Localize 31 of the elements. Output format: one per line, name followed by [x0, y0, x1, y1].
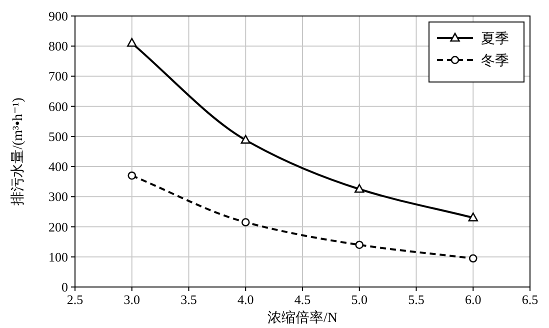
point [127, 38, 137, 47]
point [468, 254, 478, 263]
x-axis-title: 浓缩倍率/N [268, 310, 338, 326]
y-tick-label: 300 [48, 189, 68, 204]
x-tick-label: 6.5 [522, 292, 538, 307]
x-tick-label: 4.5 [294, 292, 311, 307]
y-tick-label: 0 [62, 280, 68, 294]
y-tick-label: 600 [48, 98, 68, 114]
y-tick-label: 800 [48, 38, 68, 54]
x-tick-label: 3.0 [124, 292, 140, 307]
x-tick-label: 3.5 [180, 292, 197, 307]
x-tick-label: 6.0 [465, 292, 482, 307]
y-tick-label: 700 [48, 68, 68, 84]
point [468, 212, 478, 222]
x-tick-label: 4.0 [238, 292, 254, 307]
y-tick-label: 200 [48, 219, 68, 234]
y-tick-label: 900 [48, 8, 68, 24]
point [355, 240, 364, 249]
point [128, 171, 136, 180]
point [354, 184, 364, 193]
legend-label: 冬季 [481, 53, 509, 69]
legend-label: 夏季 [481, 31, 509, 47]
x-tick-label: 5.0 [351, 292, 368, 307]
point [241, 218, 250, 226]
x-tick-label: 5.5 [408, 292, 424, 307]
x-tick-label: 2.5 [66, 292, 84, 307]
y-tick-label: 100 [48, 249, 68, 264]
y-axis-title: 排污水量/(m³•h⁻¹) [10, 97, 26, 206]
y-tick-label: 400 [48, 159, 68, 174]
point [240, 134, 250, 144]
y-tick-label: 500 [48, 128, 68, 144]
